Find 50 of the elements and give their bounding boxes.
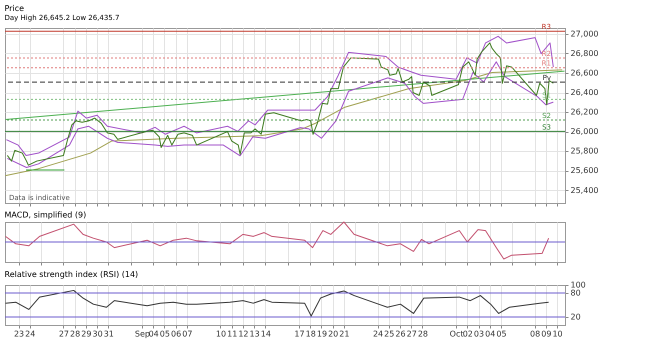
y-tick-label: 26,200 bbox=[570, 108, 598, 117]
x-tick-label: 19 bbox=[316, 330, 328, 338]
x-tick-label: 18 bbox=[306, 330, 316, 338]
x-tick-label: 04 bbox=[485, 330, 496, 338]
y-tick-label: 25,400 bbox=[570, 186, 598, 195]
x-tick-label: 08 bbox=[530, 330, 540, 338]
x-tick-label: 12 bbox=[238, 330, 249, 338]
y-tick-label: 25,800 bbox=[570, 146, 598, 156]
y-tick-label: 26,800 bbox=[570, 48, 598, 58]
x-tick-label: 27 bbox=[406, 330, 417, 338]
y-tick-label: 25,600 bbox=[570, 166, 598, 176]
y-tick-label: 26,600 bbox=[570, 68, 598, 78]
chart-title: Relative strength index (RSI) (14) bbox=[4, 270, 138, 279]
chart-title: MACD, simplified (9) bbox=[4, 210, 86, 220]
x-tick-label: 23 bbox=[14, 330, 24, 338]
x-tick-label: 28 bbox=[70, 330, 80, 338]
x-tick-label: 06 bbox=[171, 330, 182, 338]
x-tick-label: 17 bbox=[294, 330, 305, 338]
y-tick-label: 80 bbox=[570, 288, 581, 298]
x-tick-label: 05 bbox=[160, 330, 170, 338]
x-tick-label: 10 bbox=[552, 330, 563, 338]
x-tick-label: 27 bbox=[58, 330, 70, 338]
x-tick-label: 25 bbox=[384, 330, 394, 338]
x-tick-label: 28 bbox=[418, 330, 428, 338]
y-tick-label: 26,000 bbox=[570, 127, 598, 136]
y-tick-label: 27,000 bbox=[570, 29, 598, 38]
x-tick-label: 31 bbox=[104, 330, 114, 338]
x-tick-label: 11 bbox=[227, 330, 238, 338]
x-tick-label: Oct bbox=[450, 330, 464, 338]
x-tick-label: 10 bbox=[216, 330, 226, 338]
x-tick-label: 24 bbox=[372, 330, 384, 338]
y-tick-label: 100 bbox=[570, 280, 586, 290]
x-tick-label: 26 bbox=[395, 330, 406, 338]
x-tick-label: 09 bbox=[541, 330, 552, 338]
y-tick-label: 26,400 bbox=[570, 88, 598, 98]
chart-title: Price bbox=[4, 4, 24, 14]
x-tick-label: 04 bbox=[148, 330, 159, 338]
x-tick-label: 29 bbox=[81, 330, 92, 338]
x-tick-label: 13 bbox=[250, 330, 260, 338]
x-tick-label: 03 bbox=[474, 330, 484, 338]
x-tick-label: 21 bbox=[339, 330, 350, 338]
y-tick-label: 20 bbox=[570, 312, 581, 322]
x-tick-label: 05 bbox=[496, 330, 507, 338]
x-tick-label: 07 bbox=[182, 330, 192, 338]
x-tick-label: 24 bbox=[25, 330, 36, 338]
x-tick-label: 20 bbox=[328, 330, 338, 338]
x-tick-label: 30 bbox=[92, 330, 103, 338]
x-tick-label: 02 bbox=[462, 330, 473, 338]
x-tick-label: 14 bbox=[260, 330, 271, 338]
x-tick-label: Sep bbox=[134, 330, 150, 338]
